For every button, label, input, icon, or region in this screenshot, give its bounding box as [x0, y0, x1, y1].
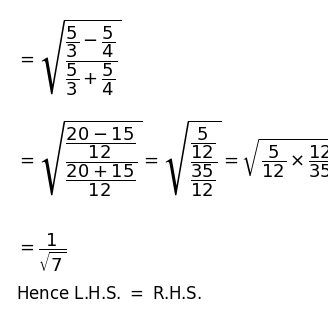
- Text: Hence L.H.S. $=$ R.H.S.: Hence L.H.S. $=$ R.H.S.: [16, 285, 202, 303]
- Text: $= \sqrt{\dfrac{\dfrac{5}{3} - \dfrac{5}{4}}{\dfrac{5}{3} + \dfrac{5}{4}}}$: $= \sqrt{\dfrac{\dfrac{5}{3} - \dfrac{5}…: [16, 18, 122, 98]
- Text: $= \sqrt{\dfrac{\dfrac{20-15}{12}}{\dfrac{20+15}{12}}} = \sqrt{\dfrac{\dfrac{5}{: $= \sqrt{\dfrac{\dfrac{20-15}{12}}{\dfra…: [16, 119, 328, 198]
- Text: $= \dfrac{1}{\sqrt{7}}$: $= \dfrac{1}{\sqrt{7}}$: [16, 231, 66, 274]
